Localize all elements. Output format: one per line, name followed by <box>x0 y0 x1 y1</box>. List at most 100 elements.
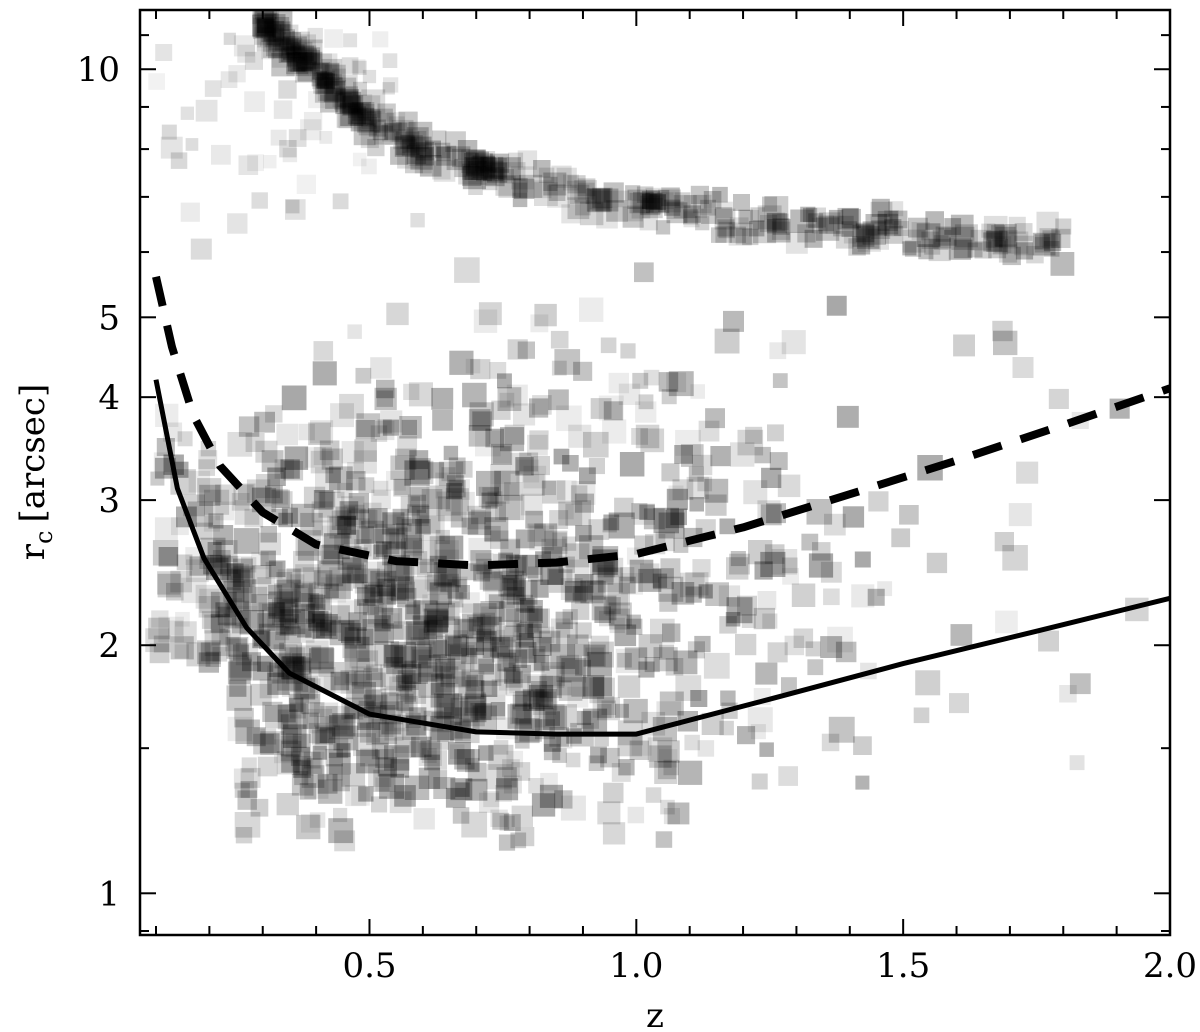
data-point <box>392 661 413 683</box>
data-point <box>276 617 294 635</box>
data-point <box>307 27 323 44</box>
data-point <box>488 744 514 770</box>
data-point <box>465 358 481 374</box>
data-point <box>515 827 535 847</box>
data-point <box>329 620 355 646</box>
data-point <box>229 679 247 697</box>
data-point <box>233 569 251 587</box>
data-point <box>565 752 581 768</box>
data-point <box>563 174 579 191</box>
data-point <box>891 528 911 548</box>
data-point <box>360 748 378 767</box>
data-point <box>717 219 735 237</box>
data-point <box>698 584 713 599</box>
data-point <box>170 570 192 593</box>
data-point <box>285 199 306 220</box>
data-point <box>321 448 343 470</box>
data-point <box>527 623 542 638</box>
data-point <box>390 759 410 778</box>
data-point <box>153 635 171 653</box>
data-point <box>659 749 678 768</box>
data-point <box>570 485 588 502</box>
data-point <box>205 651 221 667</box>
y-tick-label: 1 <box>98 874 120 914</box>
data-point <box>772 373 788 388</box>
data-point <box>530 681 548 698</box>
data-point <box>449 350 474 375</box>
data-point <box>474 703 492 721</box>
data-point <box>652 568 674 590</box>
data-point <box>748 540 773 565</box>
data-point <box>235 605 258 629</box>
data-point <box>638 394 654 410</box>
data-point <box>522 554 543 575</box>
data-point <box>521 649 545 673</box>
data-point <box>643 508 665 530</box>
data-point <box>715 207 733 225</box>
data-point <box>199 484 221 506</box>
data-point <box>806 499 833 525</box>
data-point <box>304 774 329 799</box>
data-point <box>413 579 439 605</box>
data-point <box>258 532 281 556</box>
data-point <box>337 515 357 535</box>
data-point <box>617 675 641 698</box>
data-point <box>365 585 385 605</box>
data-point <box>678 760 703 785</box>
data-point <box>363 502 382 521</box>
data-point <box>663 808 680 825</box>
data-point <box>1012 357 1034 378</box>
data-point <box>373 528 400 555</box>
data-point <box>513 403 536 426</box>
data-point <box>539 784 563 808</box>
data-point <box>361 520 384 544</box>
data-point <box>412 649 432 669</box>
data-point <box>279 618 297 636</box>
data-point <box>395 448 417 470</box>
data-point <box>427 610 449 632</box>
data-point <box>430 683 456 708</box>
data-point <box>396 675 413 692</box>
data-point <box>423 619 443 639</box>
data-point <box>438 461 464 486</box>
data-point <box>445 787 466 808</box>
data-point <box>200 642 220 662</box>
data-point <box>308 722 330 744</box>
data-point <box>543 705 568 730</box>
data-point <box>476 631 497 652</box>
data-point <box>448 457 466 475</box>
data-point <box>659 593 678 612</box>
data-point <box>600 337 617 354</box>
data-point <box>356 628 374 646</box>
data-point <box>471 509 486 525</box>
data-point <box>292 653 311 672</box>
data-point <box>293 760 311 778</box>
data-point <box>484 525 501 543</box>
data-point <box>867 588 885 606</box>
data-point <box>448 741 471 765</box>
data-point <box>476 558 492 575</box>
data-point <box>220 555 239 574</box>
data-point <box>587 651 612 677</box>
data-point <box>152 540 179 566</box>
data-point <box>312 520 329 537</box>
data-point <box>556 655 583 682</box>
data-point <box>590 398 612 419</box>
data-point <box>314 724 340 751</box>
data-point <box>725 612 741 627</box>
data-point <box>233 644 250 661</box>
data-point <box>332 68 346 83</box>
data-point <box>510 703 532 725</box>
data-point <box>413 600 438 625</box>
data-point <box>412 615 437 640</box>
data-point <box>268 584 283 599</box>
data-point <box>471 509 486 525</box>
data-point <box>385 527 408 550</box>
data-point <box>171 517 189 536</box>
data-point <box>741 614 756 628</box>
data-point <box>685 586 702 603</box>
data-point <box>265 405 283 423</box>
data-point <box>395 563 415 582</box>
data-point <box>470 647 494 672</box>
data-point <box>597 567 623 593</box>
